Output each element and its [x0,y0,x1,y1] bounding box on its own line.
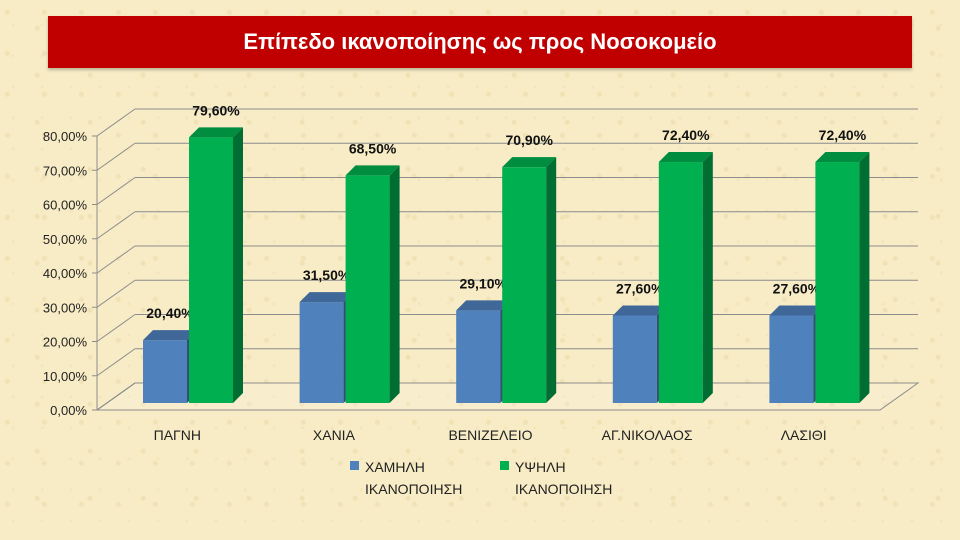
bar-top [658,152,713,163]
gridline-depth [96,348,136,377]
y-tick-label: 60,00% [43,198,88,213]
legend-swatch-low [350,461,359,470]
bar-top [456,300,511,311]
bar [299,302,344,403]
y-tick-label: 20,00% [43,335,88,350]
data-label: 72,40% [819,127,867,143]
bar-side [546,157,557,403]
bar-top [143,330,197,341]
y-tick-label: 70,00% [43,163,88,178]
data-label: 20,40% [146,305,194,321]
data-label: 79,60% [192,102,240,118]
bar [769,315,814,403]
x-tick-label: ΒΕΝΙΖΕΛΕΙΟ [448,427,532,443]
bar [612,315,657,403]
y-tick-label: 10,00% [43,369,88,384]
legend-label-high: ΥΨΗΛΗ ΙΚΑΝΟΠΟΙΗΣΗ [515,459,613,497]
bar [143,340,187,403]
gridline-depth [96,177,136,205]
legend-item-high: ΥΨΗΛΗ ΙΚΑΝΟΠΟΙΗΣΗ [500,456,665,500]
bar-top [815,152,870,163]
bar-top [189,127,243,138]
x-tick-label: ΑΓ.ΝΙΚΟΛΑΟΣ [602,427,693,443]
data-label: 72,40% [662,127,710,143]
bar [658,162,703,403]
data-label: 29,10% [459,275,507,291]
x-tick-label: ΠΑΓΝΗ [154,427,201,443]
y-tick-label: 30,00% [43,300,88,315]
gridline-depth [96,142,136,171]
bar [815,162,860,403]
y-tick-label: 80,00% [43,129,88,144]
gridline-depth [96,382,136,411]
y-tick-label: 0,00% [50,403,87,418]
gridline-depth [96,108,136,137]
legend: ΧΑΜΗΛΗ ΙΚΑΝΟΠΟΙΗΣΗ ΥΨΗΛΗ ΙΚΑΝΟΠΟΙΗΣΗ [0,456,960,516]
bar [502,167,547,403]
legend-item-low: ΧΑΜΗΛΗ ΙΚΑΝΟΠΟΙΗΣΗ [350,456,515,500]
bar-side [389,165,400,403]
bar [345,175,390,403]
x-tick-label: ΛΑΣΙΘΙ [781,427,827,443]
legend-label-low: ΧΑΜΗΛΗ ΙΚΑΝΟΠΟΙΗΣΗ [365,459,463,497]
bar [456,310,501,403]
bar-side [859,152,870,403]
gridline-depth [96,211,136,240]
y-tick-label: 50,00% [43,232,88,247]
legend-swatch-high [500,461,509,470]
x-tick-label: ΧΑΝΙΑ [313,427,356,443]
bar-side [233,127,243,404]
gridline-depth [96,279,136,308]
gridline-depth [96,314,136,342]
bar [189,137,233,403]
data-label: 31,50% [303,267,351,283]
bar-top [769,305,824,316]
data-label: 68,50% [349,140,397,156]
bar-side [702,152,713,403]
data-label: 70,90% [505,132,553,148]
bar-top [299,292,354,303]
bar-top [345,165,400,176]
data-label: 27,60% [773,280,821,296]
bar-top [612,305,667,316]
bar-top [502,157,557,168]
y-tick-label: 40,00% [43,266,88,281]
gridline-depth [96,245,136,274]
chart-title: Επίπεδο ικανοποίησης ως προς Νοσοκομείο [48,16,912,68]
data-label: 27,60% [616,280,664,296]
